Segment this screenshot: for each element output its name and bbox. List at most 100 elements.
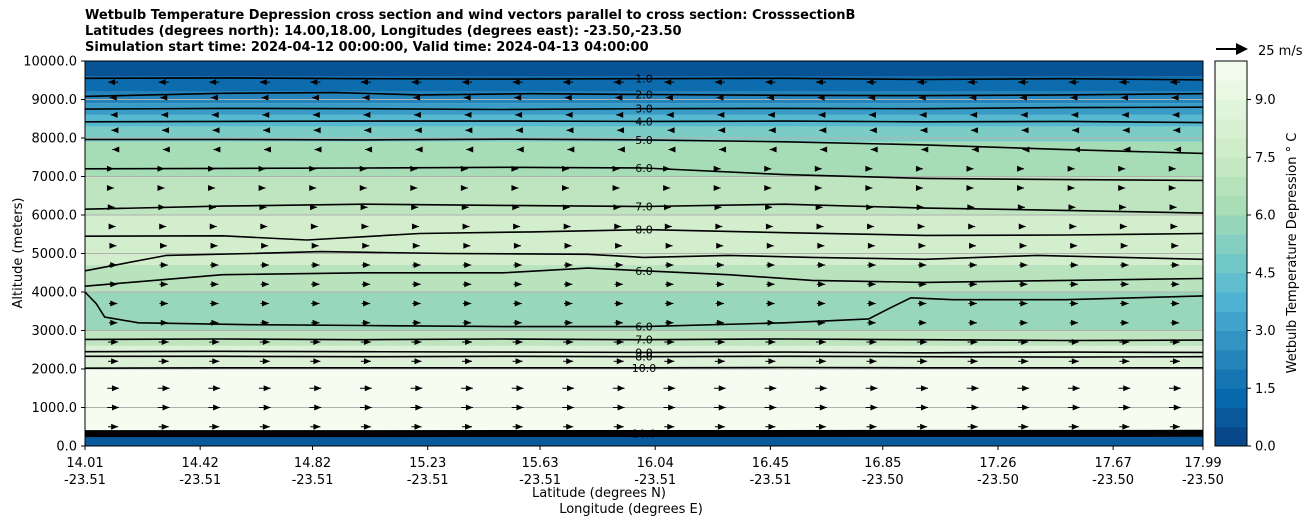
wind-vector-head-4-12 xyxy=(719,146,727,153)
wind-vector-head-14-12 xyxy=(717,339,725,346)
wind-vector-head-6-5 xyxy=(359,185,367,192)
wind-vector-head-7-5 xyxy=(360,204,368,211)
contour-line-1 xyxy=(85,91,1203,98)
wind-vector-head-9-11 xyxy=(665,242,673,249)
wind-vector-head-14-17 xyxy=(970,339,978,346)
x-axis-label-longitude: Longitude (degrees E) xyxy=(559,502,703,517)
wind-vector-head-2-8 xyxy=(515,111,523,118)
wind-vector-head-11-17 xyxy=(969,281,977,288)
wind-vector-head-5-17 xyxy=(966,165,974,172)
wind-vector-head-12-7 xyxy=(464,300,472,307)
fill-band-14 xyxy=(85,61,1203,77)
wind-vector-head-10-3 xyxy=(261,262,269,269)
wind-vector-head-18-18 xyxy=(1021,423,1029,430)
wind-vector-head-14-18 xyxy=(1021,339,1029,346)
wind-vector-head-17-15 xyxy=(870,404,878,411)
wind-vector-head-0-21 xyxy=(1169,79,1177,86)
colorbar-segment-7 xyxy=(1215,292,1247,312)
x-tick-lat-label-9: 17.67 xyxy=(1095,456,1132,471)
wind-vector-head-5-19 xyxy=(1067,165,1075,172)
wind-vector-head-4-2 xyxy=(213,146,221,153)
wind-vector-head-15-14 xyxy=(819,358,827,365)
wind-vector-head-12-19 xyxy=(1070,300,1078,307)
wind-vector-head-11-16 xyxy=(919,281,927,288)
wind-vector-head-6-9 xyxy=(561,185,569,192)
wind-vector-head-13-4 xyxy=(312,319,320,326)
wind-vector-head-13-15 xyxy=(868,319,876,326)
wind-vector-head-18-8 xyxy=(515,423,523,430)
wind-vector-head-1-8 xyxy=(514,94,522,101)
wind-vector-head-17-5 xyxy=(364,404,372,411)
contour-line-5 xyxy=(85,166,1203,182)
colorbar-tick-label-1: 1.5 xyxy=(1255,382,1276,397)
contour-label-4: 5.0 xyxy=(635,134,653,147)
wind-vector-head-15-16 xyxy=(920,358,928,365)
wind-vector-head-16-4 xyxy=(314,385,322,392)
wind-vector-head-16-8 xyxy=(516,385,524,392)
wind-vector-head-3-10 xyxy=(617,127,625,134)
wind-vector-head-7-6 xyxy=(411,204,419,211)
wind-vector-head-4-7 xyxy=(466,146,474,153)
y-tick-label-7: 7000.0 xyxy=(32,170,78,185)
x-tick-lon-label-0: -23.51 xyxy=(64,473,106,488)
wind-vector-head-5-0 xyxy=(106,165,114,172)
wind-vector-head-13-5 xyxy=(363,319,371,326)
wind-vector-head-8-21 xyxy=(1170,223,1178,230)
wind-vector-head-11-0 xyxy=(110,281,118,288)
wind-vector-head-18-13 xyxy=(768,423,776,430)
x-tick-lon-label-9: -23.50 xyxy=(1092,473,1134,488)
contour-line-7 xyxy=(85,228,1203,241)
wind-vector-head-18-21 xyxy=(1172,423,1180,430)
wind-vector-head-2-9 xyxy=(565,111,573,118)
wind-vector-head-14-3 xyxy=(262,339,270,346)
contour-line-13 xyxy=(85,355,1203,358)
wind-vector-head-3-0 xyxy=(111,127,119,134)
wind-vector-head-3-20 xyxy=(1122,127,1130,134)
contour-label-3: 4.0 xyxy=(635,115,653,128)
wind-vector-head-10-16 xyxy=(919,262,927,269)
wind-vector-head-13-13 xyxy=(767,319,775,326)
wind-vector-head-8-13 xyxy=(765,223,773,230)
colorbar-segment-18 xyxy=(1215,80,1247,100)
wind-vector-head-11-4 xyxy=(312,281,320,288)
wind-vector-head-0-10 xyxy=(613,79,621,86)
wind-vector-head-2-14 xyxy=(818,111,826,118)
wind-vector-head-8-9 xyxy=(563,223,571,230)
x-tick-lon-label-2: -23.51 xyxy=(292,473,334,488)
wind-vector-head-0-8 xyxy=(512,79,520,86)
wind-vector-head-15-0 xyxy=(111,358,119,365)
fill-band-12 xyxy=(85,91,1203,104)
wind-vector-head-5-18 xyxy=(1017,165,1025,172)
wind-vector-head-18-19 xyxy=(1071,423,1079,430)
wind-vector-head-8-2 xyxy=(209,223,217,230)
wind-vector-head-11-8 xyxy=(514,281,522,288)
wind-vector-head-14-11 xyxy=(667,339,675,346)
wind-vector-head-9-10 xyxy=(615,242,623,249)
wind-vector-head-9-7 xyxy=(463,242,471,249)
wind-vector-head-6-3 xyxy=(258,185,266,192)
wind-vector-head-17-9 xyxy=(567,404,575,411)
wind-vector-head-10-9 xyxy=(565,262,573,269)
wind-vector-head-16-19 xyxy=(1072,385,1080,392)
wind-vector-head-3-1 xyxy=(161,127,169,134)
wind-vector-head-1-4 xyxy=(311,94,319,101)
wind-vector-head-5-8 xyxy=(511,165,519,172)
wind-vector-head-1-10 xyxy=(615,94,623,101)
y-tick-label-2: 2000.0 xyxy=(32,363,78,378)
wind-vector-head-15-8 xyxy=(515,358,523,365)
y-tick-label-5: 5000.0 xyxy=(32,247,78,262)
colorbar-tick-label-3: 4.5 xyxy=(1255,266,1276,281)
wind-vector-head-5-13 xyxy=(764,165,772,172)
x-tick-lat-label-2: 14.82 xyxy=(294,456,331,471)
wind-vector-head-1-5 xyxy=(362,94,370,101)
wind-vector-head-11-20 xyxy=(1121,281,1129,288)
wind-vector-head-9-18 xyxy=(1019,242,1027,249)
wind-vector-head-2-15 xyxy=(869,111,877,118)
wind-vector-head-17-14 xyxy=(819,404,827,411)
wind-vector-head-1-1 xyxy=(160,94,168,101)
wind-vector-head-13-10 xyxy=(615,319,623,326)
wind-vector-head-18-16 xyxy=(920,423,928,430)
wind-vector-head-5-2 xyxy=(208,165,216,172)
colorbar-segment-1 xyxy=(1215,407,1247,428)
wind-vector-head-15-13 xyxy=(768,358,776,365)
